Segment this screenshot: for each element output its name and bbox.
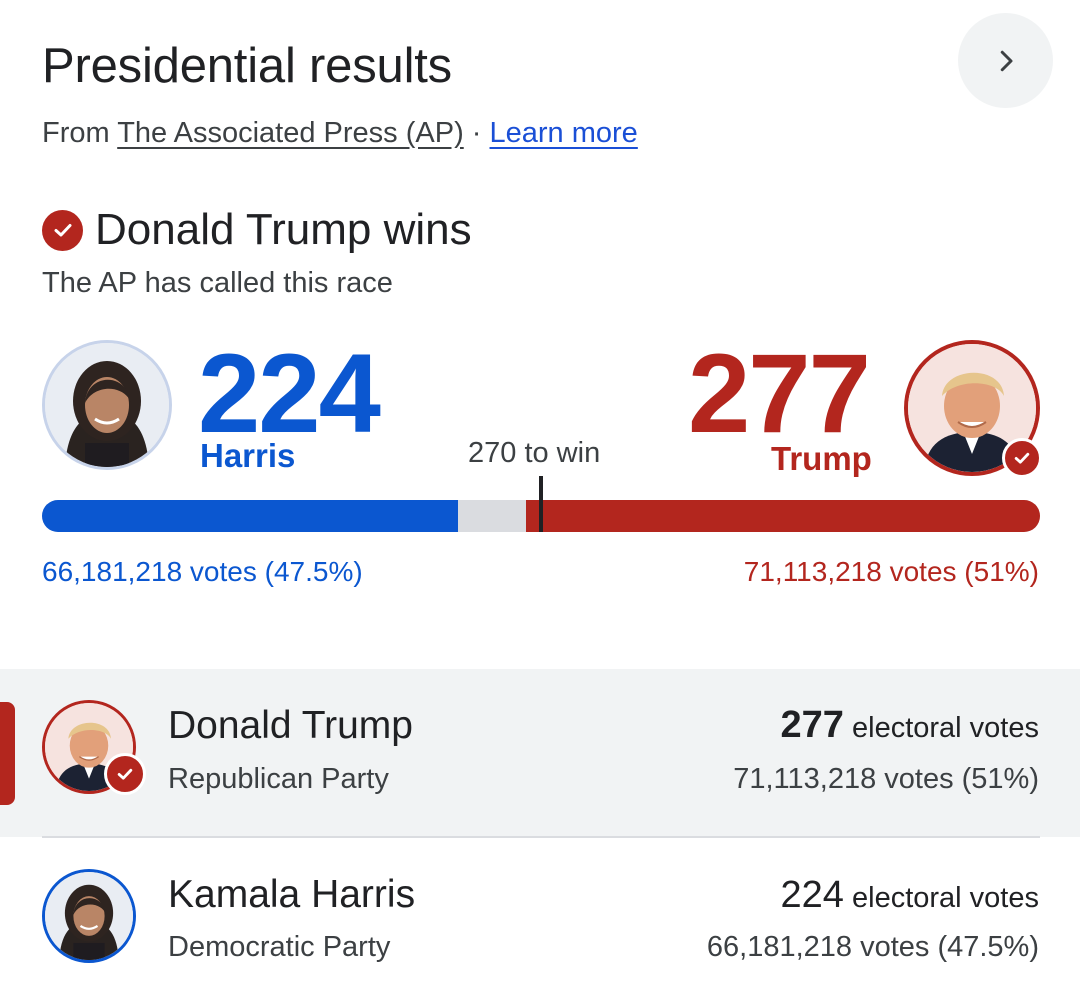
learn-more-link[interactable]: Learn more [489,117,638,149]
separator: · [463,117,490,149]
trump-check-icon [1002,438,1042,478]
trump-bar-segment [526,500,1040,532]
electoral-count: 224 [780,874,844,916]
source-prefix: From [42,117,118,149]
candidate-row-trump[interactable]: Donald Trump Republican Party 277 electo… [0,669,1080,837]
row-divider [42,836,1040,838]
electoral-count: 277 [780,704,844,746]
candidate-row-harris[interactable]: Kamala Harris Democratic Party 224 elect… [0,839,1080,1007]
harris-avatar [42,340,172,470]
check-circle-icon [104,753,146,795]
trump-popular-votes: 71,113,218 votes (51%) [743,556,1039,587]
race-status: The AP has called this race [42,267,393,299]
electoral-votes: 224 electoral votes [781,874,1039,917]
harris-label: Harris [200,437,296,474]
check-circle-icon [42,209,83,251]
electoral-suffix: electoral votes [852,712,1039,744]
chevron-right-icon [1000,50,1012,71]
candidate-party: Republican Party [168,763,389,795]
winner-heading: Donald Trump wins [42,205,472,255]
threshold-label: 270 to win [468,437,601,469]
winner-text: Donald Trump wins [95,205,472,254]
trump-label: Trump [771,440,872,477]
source-line: From The Associated Press (AP) · Learn m… [42,117,638,150]
page-title: Presidential results [42,39,452,93]
trump-electoral-count: 277 [688,331,871,456]
selected-indicator [0,702,15,805]
popular-votes: 71,113,218 votes (51%) [733,763,1039,795]
candidate-party: Democratic Party [168,931,391,963]
popular-votes: 66,181,218 votes (47.5%) [706,931,1039,963]
harris-row-avatar [42,869,136,963]
harris-bar-segment [42,500,458,532]
threshold-marker [539,476,543,532]
source-link[interactable]: The Associated Press (AP) [117,117,464,149]
next-button[interactable] [958,13,1053,108]
trump-row-avatar [42,700,136,794]
harris-electoral-count: 224 [198,331,381,456]
harris-popular-votes: 66,181,218 votes (47.5%) [42,556,363,587]
electoral-votes: 277 electoral votes [781,704,1039,747]
candidate-name: Kamala Harris [168,873,416,916]
candidate-name: Donald Trump [168,704,413,747]
electoral-suffix: electoral votes [852,882,1039,914]
